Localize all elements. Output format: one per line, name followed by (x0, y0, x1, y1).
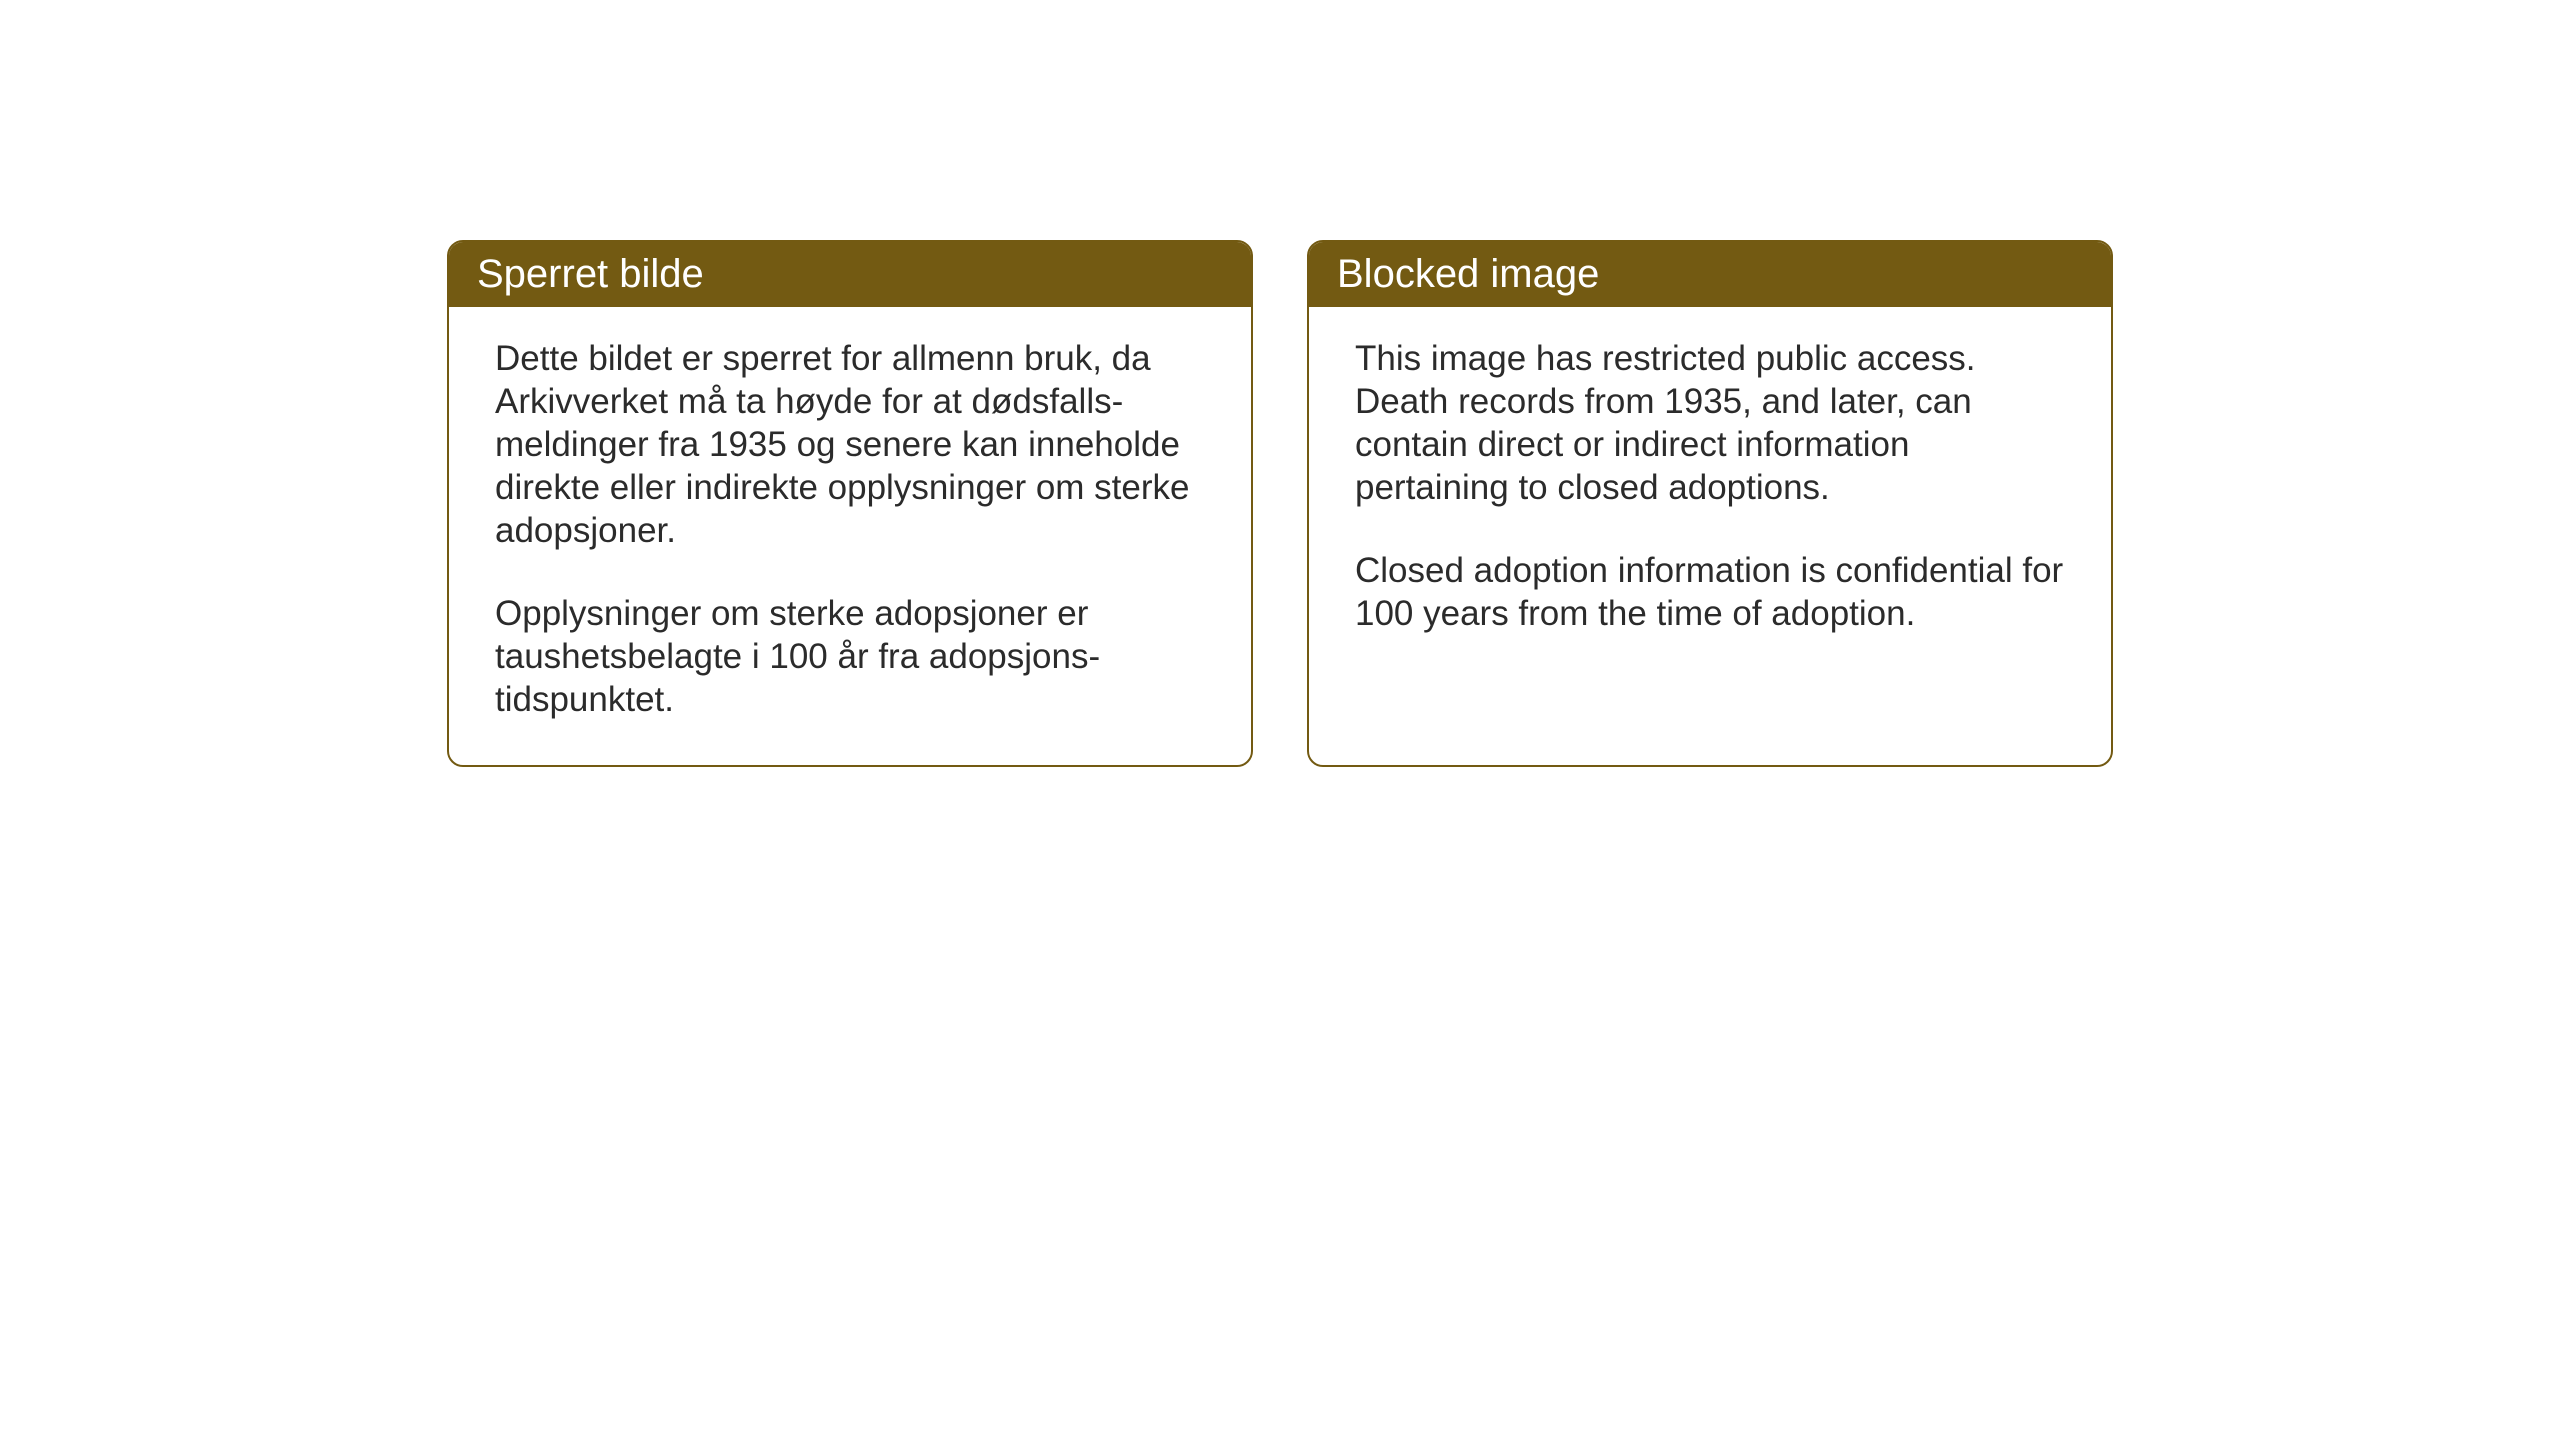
card-norwegian-title: Sperret bilde (477, 252, 704, 296)
cards-container: Sperret bilde Dette bildet er sperret fo… (447, 240, 2113, 767)
card-norwegian-paragraph-1: Dette bildet er sperret for allmenn bruk… (495, 337, 1205, 552)
card-norwegian-body: Dette bildet er sperret for allmenn bruk… (449, 307, 1251, 765)
card-english-body: This image has restricted public access.… (1309, 307, 2111, 679)
card-english: Blocked image This image has restricted … (1307, 240, 2113, 767)
card-norwegian-paragraph-2: Opplysninger om sterke adopsjoner er tau… (495, 592, 1205, 721)
card-english-paragraph-1: This image has restricted public access.… (1355, 337, 2065, 509)
card-norwegian: Sperret bilde Dette bildet er sperret fo… (447, 240, 1253, 767)
card-norwegian-header: Sperret bilde (449, 242, 1251, 307)
card-english-header: Blocked image (1309, 242, 2111, 307)
card-english-title: Blocked image (1337, 252, 1599, 296)
card-english-paragraph-2: Closed adoption information is confident… (1355, 549, 2065, 635)
